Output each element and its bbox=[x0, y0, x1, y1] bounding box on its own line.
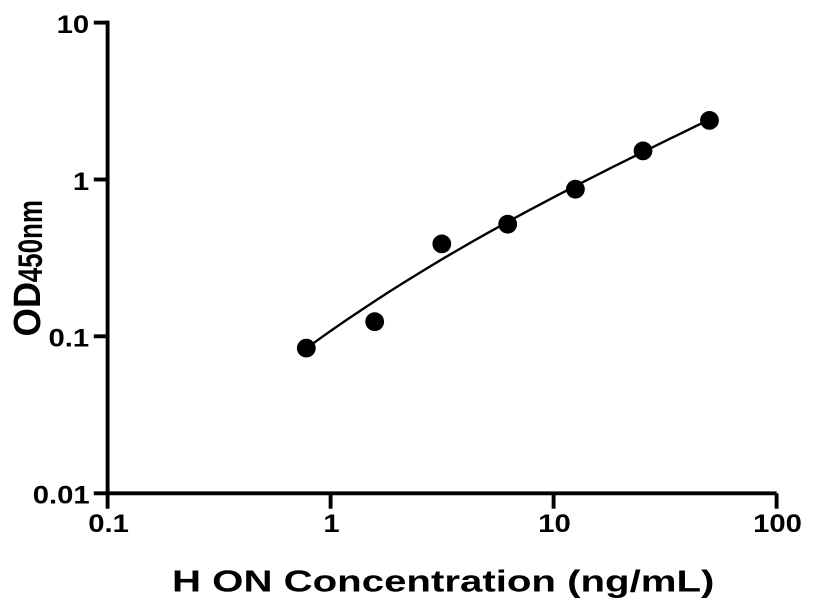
svg-text:0.1: 0.1 bbox=[88, 509, 129, 537]
svg-text:10: 10 bbox=[57, 10, 90, 38]
svg-text:OD: OD bbox=[5, 282, 48, 337]
svg-text:1: 1 bbox=[73, 167, 89, 195]
svg-text:450nm: 450nm bbox=[13, 200, 50, 282]
svg-text:100: 100 bbox=[753, 509, 802, 537]
svg-text:10: 10 bbox=[538, 509, 571, 537]
svg-text:0.1: 0.1 bbox=[48, 324, 89, 352]
svg-text:1: 1 bbox=[323, 509, 339, 537]
svg-text:0.01: 0.01 bbox=[33, 480, 90, 508]
svg-text:H ON Concentration (ng/mL): H ON Concentration (ng/mL) bbox=[172, 564, 714, 599]
